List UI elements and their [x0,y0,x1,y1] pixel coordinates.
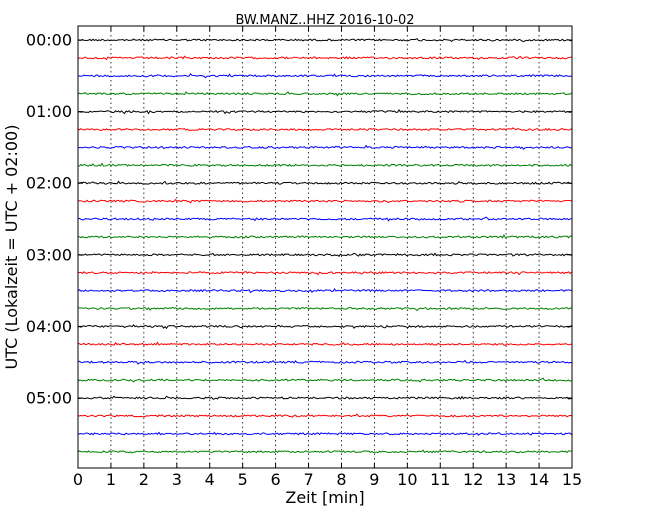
y-axis-label: UTC (Lokalzeit = UTC + 02:00) [2,125,21,370]
trace-line [77,127,572,132]
trace-line [77,73,572,79]
seismic-traces [77,38,572,454]
y-tick-label: 03:00 [26,245,72,264]
trace-line [77,413,572,418]
trace-line [77,324,572,330]
chart-title: BW.MANZ..HHZ 2016-10-02 [235,13,414,28]
x-tick-label: 14 [529,470,549,489]
trace-line [77,234,572,239]
trace-line [77,180,572,186]
x-tick-label: 15 [562,470,582,489]
trace-line [77,288,572,294]
trace-line [77,252,572,258]
x-tick-label: 11 [430,470,450,489]
y-tick-label: 02:00 [26,174,72,193]
trace-line [77,449,572,454]
trace-line [77,431,572,436]
trace-line [77,306,572,312]
x-tick-label: 0 [73,470,83,489]
plot-frame [77,25,573,469]
grid-lines [110,26,540,468]
x-tick-label: 5 [238,470,248,489]
x-tick-label: 1 [106,470,116,489]
trace-line [77,162,572,168]
trace-line [77,91,572,97]
trace-line [77,377,572,383]
trace-line [77,270,572,276]
trace-line [77,341,572,346]
x-tick-label: 4 [205,470,215,489]
y-tick-label: 00:00 [26,31,72,50]
x-tick-label: 3 [172,470,182,489]
x-tick-label: 12 [463,470,483,489]
x-axis-label: Zeit [min] [285,488,364,507]
trace-line [77,359,572,365]
x-tick-label: 8 [336,470,346,489]
x-tick-label: 6 [271,470,281,489]
y-tick-label: 01:00 [26,102,72,121]
trace-line [77,395,572,400]
trace-line [77,216,572,222]
x-tick-label: 9 [369,470,379,489]
x-tick-label: 7 [303,470,313,489]
x-axis-ticks: 0 1 2 3 4 5 6 7 8 9 10 11 12 13 14 15 [73,26,582,489]
trace-line [77,144,572,150]
x-tick-label: 2 [139,470,149,489]
y-tick-label: 04:00 [26,317,72,336]
trace-line [77,55,572,61]
x-tick-label: 13 [496,470,516,489]
y-axis-ticks: 00:00 01:00 02:00 03:00 04:00 05:00 [26,31,572,408]
trace-line [77,198,572,204]
x-tick-label: 10 [397,470,417,489]
y-tick-label: 05:00 [26,389,72,408]
trace-line [77,38,572,43]
trace-line [77,108,572,115]
